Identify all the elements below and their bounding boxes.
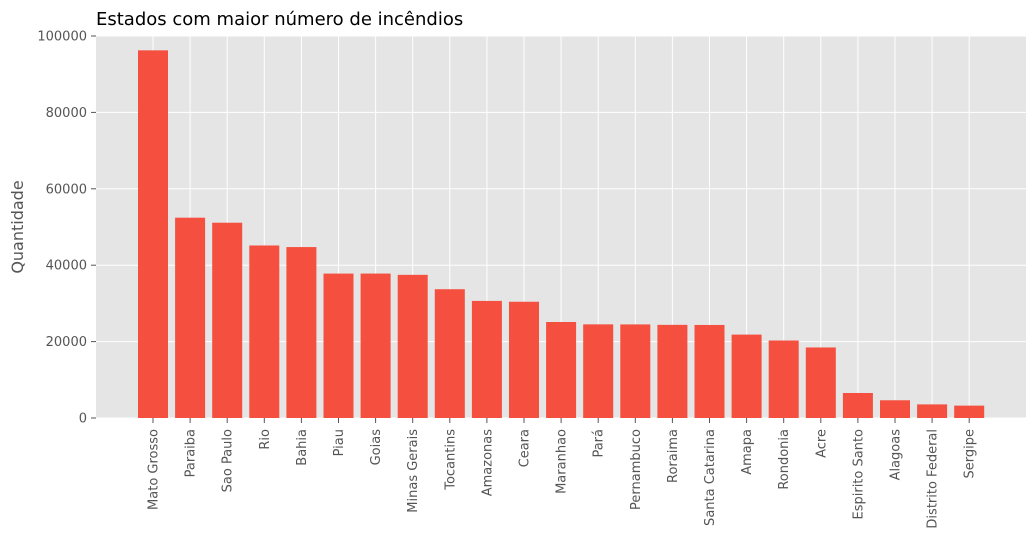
bar (954, 405, 985, 418)
bar (917, 404, 948, 418)
bar (212, 222, 243, 418)
bar (471, 300, 502, 418)
y-axis-ticks: 0 20000 40000 60000 80000 100000 (37, 30, 96, 427)
bar (397, 274, 428, 418)
y-tick-label: 80000 (46, 106, 87, 121)
y-tick-label: 100000 (37, 30, 87, 45)
x-tick-label: Rio (258, 429, 273, 450)
x-tick-label: Rondonia (777, 429, 792, 490)
bar (434, 289, 465, 418)
bar (620, 324, 651, 418)
x-tick-label: Pará (592, 429, 607, 458)
bar (509, 301, 539, 418)
x-tick-label: Sergipe (963, 429, 978, 478)
bars (138, 50, 985, 419)
y-tick-label: 60000 (46, 182, 87, 197)
bar (657, 324, 688, 418)
bar (138, 50, 168, 419)
bar (805, 347, 836, 418)
x-tick-label: Roraima (666, 429, 681, 483)
bar (249, 245, 280, 418)
bar (360, 273, 391, 418)
x-tick-label: Paraiba (184, 429, 199, 477)
bar (175, 217, 206, 418)
bar (880, 400, 910, 418)
x-tick-label: Alagoas (889, 429, 904, 481)
bar (694, 324, 725, 418)
x-tick-label: Pernambuco (629, 429, 644, 510)
y-tick-label: 0 (79, 412, 87, 427)
x-tick-label: Amazonas (480, 429, 495, 497)
x-tick-label: Amapa (740, 429, 755, 475)
x-tick-label: Espirito Santo (851, 429, 866, 520)
x-tick-label: Minas Gerais (406, 429, 421, 513)
bar (768, 340, 799, 418)
x-axis-ticks: Mato Grosso Paraiba Sao Paulo Rio Bahia Piau G… (147, 418, 978, 529)
y-axis-label: Quantidade (8, 180, 27, 273)
x-tick-label: Piau (332, 429, 347, 456)
x-tick-label: Santa Catarina (703, 429, 718, 526)
x-tick-label: Bahia (295, 429, 310, 466)
x-tick-label: Goias (369, 429, 384, 466)
bar (583, 324, 614, 418)
x-tick-label: Ceara (518, 429, 533, 467)
x-tick-label: Sao Paulo (221, 429, 236, 492)
x-tick-label: Maranhao (555, 429, 570, 494)
bar (286, 247, 317, 418)
bar (842, 392, 873, 418)
y-tick-label: 20000 (46, 335, 87, 350)
x-tick-label: Acre (814, 429, 829, 458)
bar (546, 322, 577, 418)
y-tick-label: 40000 (46, 259, 87, 274)
chart-title: Estados com maior número de incêndios (96, 9, 463, 30)
bar (323, 273, 354, 418)
x-tick-label: Tocantins (443, 429, 458, 491)
x-tick-label: Distrito Federal (926, 429, 941, 529)
x-tick-label: Mato Grosso (147, 429, 162, 510)
bar (731, 334, 762, 418)
